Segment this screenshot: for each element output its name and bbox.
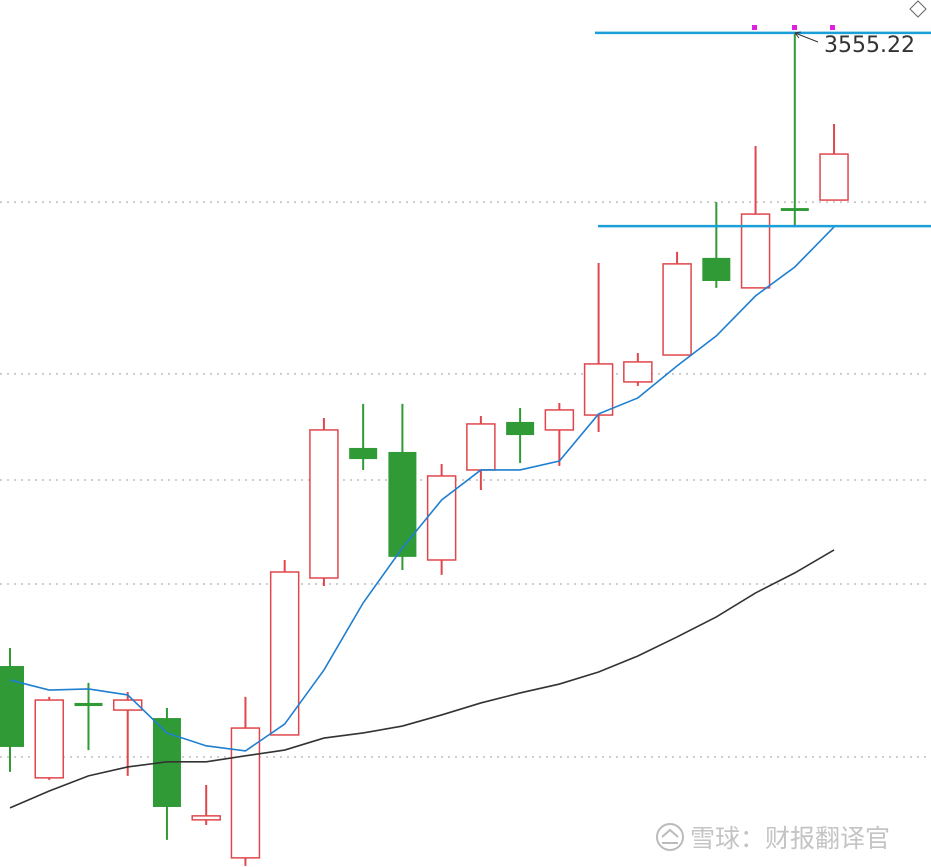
- watermark: 雪球：财报翻译官: [690, 824, 890, 853]
- candle-body: [0, 666, 24, 747]
- candle-body: [309, 429, 339, 579]
- candle-body: [269, 571, 300, 736]
- candle-body: [623, 361, 653, 383]
- candle-body: [112, 699, 143, 711]
- handle: [752, 25, 757, 30]
- candle-body: [506, 421, 535, 436]
- moving-average: [9, 549, 835, 809]
- diamond-icon: [909, 0, 927, 18]
- handle: [792, 25, 797, 30]
- candle-body: [702, 257, 731, 281]
- candle-body: [74, 702, 103, 707]
- candle-body: [349, 447, 378, 460]
- candle-body: [230, 727, 261, 859]
- candle-body: [426, 475, 457, 561]
- candle-body: [34, 699, 64, 779]
- annotation: 3555.22: [824, 33, 915, 58]
- handle: [830, 25, 835, 30]
- candle-body: [583, 363, 614, 416]
- candle-body: [662, 263, 692, 356]
- candle-body: [466, 423, 496, 471]
- annotation-arrow: [794, 31, 819, 43]
- plot: [0, 31, 931, 866]
- candle-body: [388, 451, 417, 557]
- moving-average: [9, 226, 835, 752]
- candle-body: [544, 409, 575, 431]
- watermark-logo: [656, 823, 684, 851]
- candle-body: [819, 153, 849, 201]
- candle-body: [780, 208, 809, 211]
- candle-body: [191, 815, 221, 821]
